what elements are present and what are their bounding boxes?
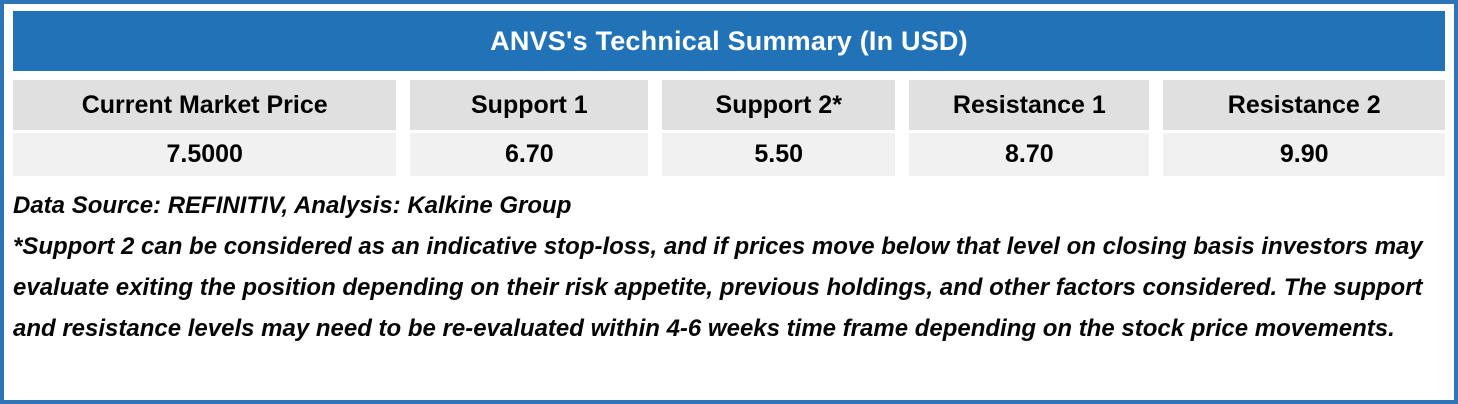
value-resistance-1: 8.70 <box>909 133 1150 176</box>
col-header-support-2: Support 2* <box>662 80 896 130</box>
col-header-current-market-price: Current Market Price <box>13 80 397 130</box>
value-support-2: 5.50 <box>662 133 896 176</box>
value-support-1: 6.70 <box>410 133 649 176</box>
footnote-disclaimer: *Support 2 can be considered as an indic… <box>13 233 1423 342</box>
col-header-support-1: Support 1 <box>410 80 649 130</box>
footnotes: Data Source: REFINITIV, Analysis: Kalkin… <box>13 185 1445 349</box>
value-current-market-price: 7.5000 <box>13 133 397 176</box>
col-header-resistance-1: Resistance 1 <box>909 80 1150 130</box>
col-header-resistance-2: Resistance 2 <box>1163 80 1445 130</box>
table-title: ANVS's Technical Summary (In USD) <box>13 11 1445 71</box>
technical-summary-table: Current Market Price Support 1 Support 2… <box>13 80 1445 176</box>
value-resistance-2: 9.90 <box>1163 133 1445 176</box>
footnote-data-source: Data Source: REFINITIV, Analysis: Kalkin… <box>13 192 572 219</box>
